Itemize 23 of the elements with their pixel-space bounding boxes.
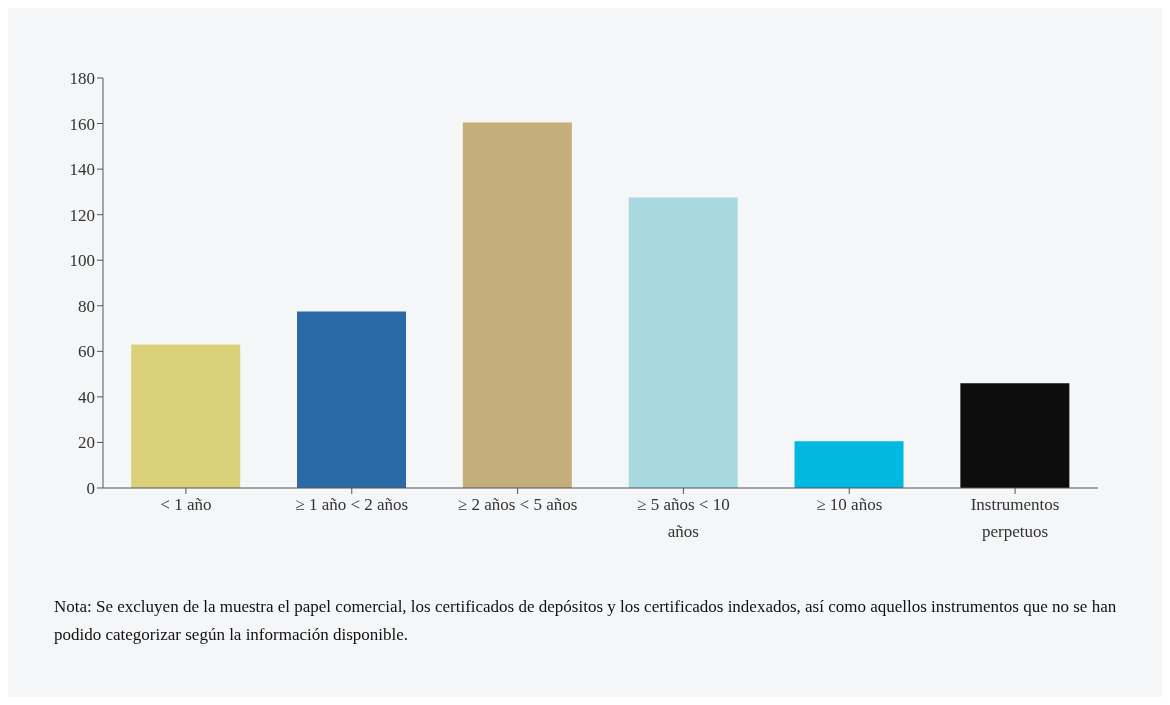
y-tick-label: 140 [69, 160, 95, 180]
x-tick-label: Instrumentos perpetuos [970, 495, 1060, 541]
bar [297, 311, 407, 488]
bar [131, 344, 241, 488]
text: Nota: Se excluyen de la muestra el papel comercial, los certificados de depósitos y los certificados indexados, así como aquellos instrumentos que no se han podido categorizar según la información disponible. [54, 596, 1118, 646]
bar [960, 383, 1070, 488]
y-tick-label: 180 [69, 69, 95, 89]
y-tick-label: 120 [69, 205, 95, 225]
bar [794, 441, 904, 488]
y-tick-label: 100 [69, 251, 95, 271]
y-tick-label: 40 [78, 387, 95, 407]
y-tick-label: 160 [69, 114, 95, 134]
x-tick-label: ≥ 2 años < 5 años [457, 495, 578, 514]
y-tick-label: 80 [78, 296, 95, 316]
y-tick-label: 0 [86, 479, 95, 499]
y-tick-label: 60 [78, 342, 95, 362]
x-tick-label: ≥ 1 año < 2 años [295, 495, 409, 514]
bar [462, 122, 572, 488]
x-tick-label: ≥ 10 años [816, 495, 883, 514]
x-tick-label: < 1 año [160, 495, 212, 514]
y-tick-label: 20 [78, 433, 95, 453]
x-tick-label: ≥ 5 años < 10 años [637, 495, 730, 541]
bar [628, 197, 738, 488]
